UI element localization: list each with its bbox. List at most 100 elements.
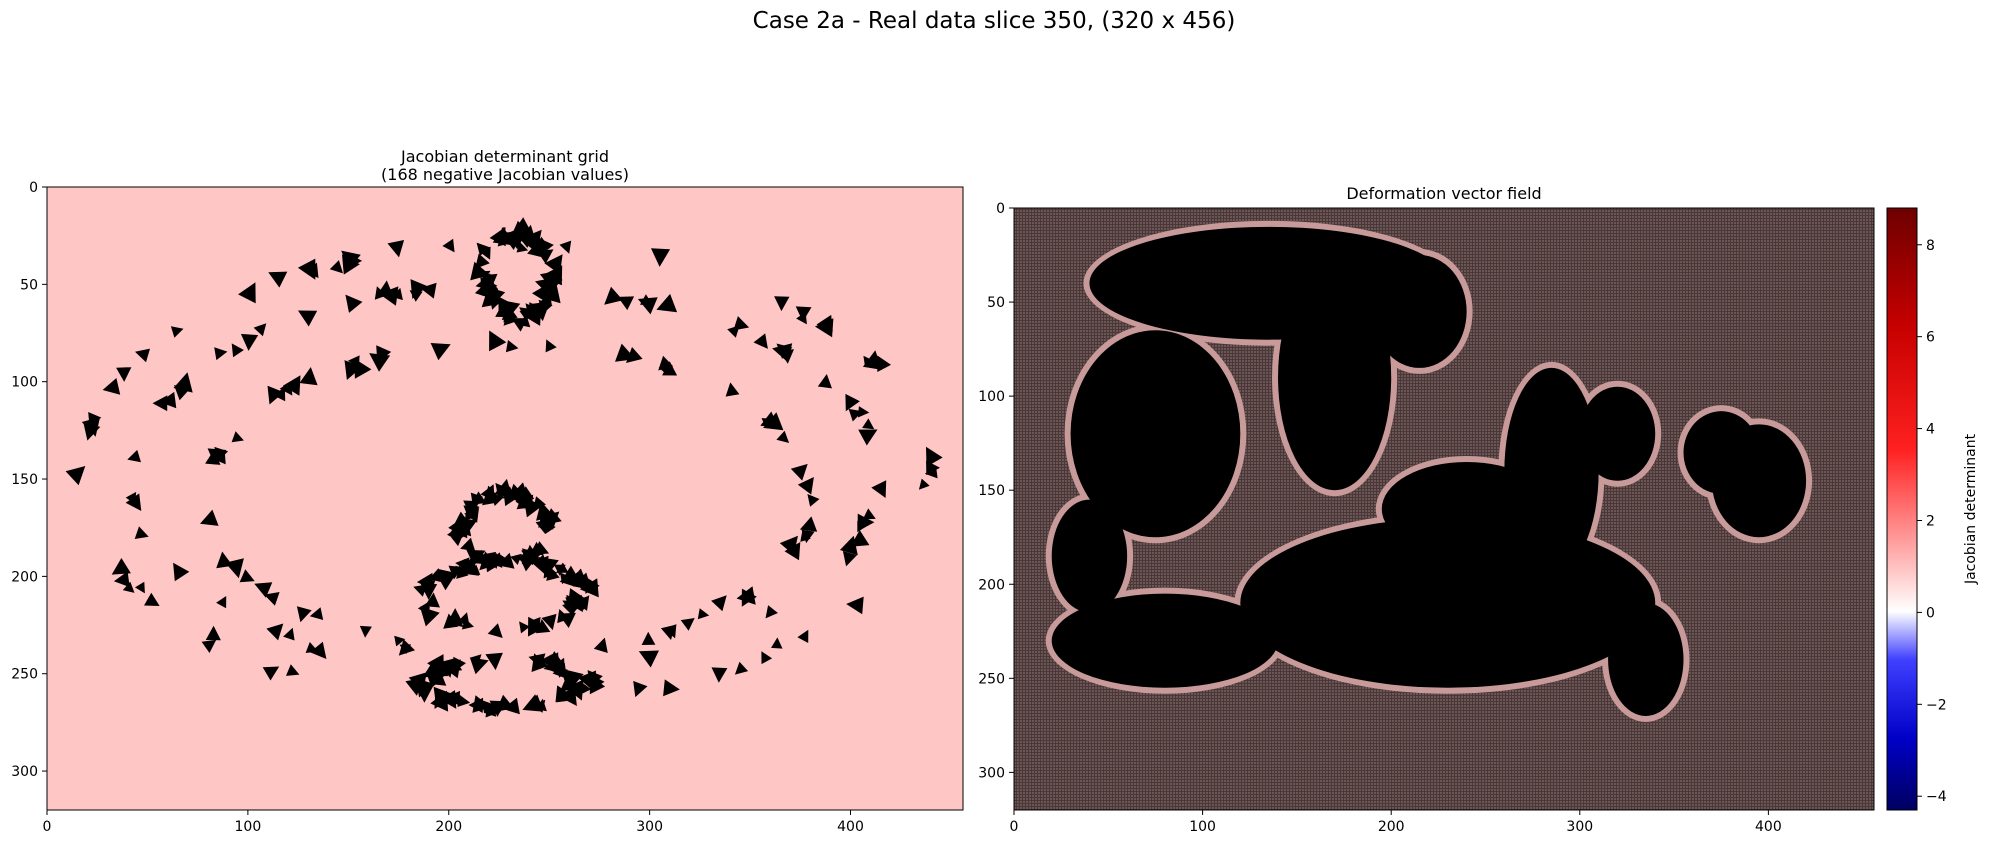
negative-jacobian-marker xyxy=(926,446,943,467)
negative-jacobian-marker xyxy=(579,681,592,695)
negative-jacobian-marker xyxy=(532,699,546,713)
negative-jacobian-marker xyxy=(430,343,451,361)
deformation-blob xyxy=(1051,499,1128,613)
negative-jacobian-marker xyxy=(774,296,790,312)
negative-jacobian-marker xyxy=(524,309,542,326)
negative-jacobian-marker xyxy=(487,623,503,638)
negative-jacobian-marker xyxy=(476,242,490,256)
jacobian-frame xyxy=(46,186,964,811)
negative-jacobian-marker xyxy=(725,382,740,397)
negative-jacobian-marker xyxy=(88,412,102,426)
negative-jacobian-marker xyxy=(733,316,750,331)
deformation-x-tick-label: 200 xyxy=(1378,819,1405,835)
negative-jacobian-marker xyxy=(305,262,319,278)
jacobian-y-tick-label: 150 xyxy=(11,472,38,488)
negative-jacobian-marker xyxy=(173,562,190,582)
negative-jacobian-marker xyxy=(65,466,86,486)
colorbar-tick-label: 6 xyxy=(1926,330,1935,346)
negative-jacobian-marker xyxy=(871,480,887,498)
negative-jacobian-marker xyxy=(533,496,546,510)
negative-jacobian-marker xyxy=(440,690,457,709)
deformation-y-ticks: 0 50 100 150 200 250 300 xyxy=(978,201,1014,781)
negative-jacobian-marker xyxy=(556,667,568,678)
negative-jacobian-marker xyxy=(846,596,864,615)
negative-jacobian-marker xyxy=(442,238,455,253)
negative-jacobian-marker xyxy=(267,385,284,405)
negative-jacobian-marker xyxy=(796,312,807,325)
deformation-x-tick-label: 300 xyxy=(1566,819,1593,835)
negative-jacobian-marker xyxy=(559,570,575,587)
negative-jacobian-marker xyxy=(593,637,608,653)
negative-jacobian-marker xyxy=(231,431,244,443)
jacobian-x-tick-label: 0 xyxy=(43,819,52,835)
negative-jacobian-marker xyxy=(286,664,300,676)
negative-jacobian-marker xyxy=(173,372,193,393)
negative-jacobian-marker xyxy=(663,679,680,697)
negative-jacobian-marker xyxy=(626,347,643,363)
negative-jacobian-marker xyxy=(201,639,217,653)
negative-jacobian-marker xyxy=(428,568,445,583)
negative-jacobian-marker xyxy=(817,374,832,389)
negative-jacobian-marker xyxy=(344,360,362,380)
negative-jacobian-marker xyxy=(848,408,863,422)
jacobian-x-tick-label: 100 xyxy=(235,819,262,835)
negative-jacobian-marker xyxy=(415,678,436,698)
negative-jacobian-marker xyxy=(484,705,497,717)
negative-jacobian-marker xyxy=(479,246,491,260)
negative-jacobian-marker xyxy=(264,592,280,606)
negative-jacobian-marker xyxy=(466,549,486,566)
negative-jacobian-marker xyxy=(159,391,177,409)
negative-jacobian-marker xyxy=(144,592,160,606)
negative-jacobian-marker xyxy=(135,348,150,363)
negative-jacobian-marker xyxy=(560,675,579,691)
negative-jacobian-marker xyxy=(152,395,168,412)
negative-jacobian-marker xyxy=(134,526,149,539)
negative-jacobian-marker xyxy=(394,635,406,647)
negative-jacobian-marker xyxy=(262,666,280,681)
negative-jacobian-marker xyxy=(451,535,463,547)
negative-jacobian-marker xyxy=(510,553,522,565)
negative-jacobian-marker xyxy=(485,286,506,307)
negative-jacobian-marker xyxy=(214,446,229,463)
negative-jacobian-marker xyxy=(494,478,513,498)
negative-jacobian-marker xyxy=(420,282,437,299)
negative-jacobian-marker xyxy=(545,339,557,353)
negative-jacobian-marker xyxy=(845,393,860,412)
deformation-y-tick-label: 250 xyxy=(978,671,1005,687)
negative-jacobian-marker xyxy=(858,429,878,446)
jacobian-y-tick-label: 250 xyxy=(11,667,38,683)
negative-jacobian-marker xyxy=(842,551,857,567)
deformation-x-ticks: 0 100 200 300 400 xyxy=(1010,810,1782,835)
negative-jacobian-marker xyxy=(345,294,363,313)
negative-jacobian-marker xyxy=(299,367,318,386)
jacobian-x-ticks: 0 100 200 300 400 xyxy=(43,810,864,835)
jacobian-x-tick-label: 200 xyxy=(435,819,462,835)
negative-jacobian-marker xyxy=(555,685,571,703)
negative-jacobian-marker xyxy=(862,418,875,430)
negative-jacobian-marker xyxy=(413,584,427,597)
negative-jacobian-marker xyxy=(531,653,549,672)
negative-jacobian-marker xyxy=(790,463,808,481)
negative-jacobian-marker xyxy=(309,607,324,620)
negative-jacobian-marker xyxy=(239,569,255,583)
negative-jacobian-marker xyxy=(521,544,542,565)
negative-jacobian-marker xyxy=(282,375,301,396)
deformation-title: Deformation vector field xyxy=(1346,184,1541,203)
negative-jacobian-marker xyxy=(662,361,678,376)
negative-jacobian-marker xyxy=(637,297,658,315)
negative-jacobian-marker xyxy=(509,236,525,250)
jacobian-y-tick-label: 100 xyxy=(11,375,38,391)
negative-jacobian-marker xyxy=(359,625,372,638)
colorbar-tick-label: 2 xyxy=(1926,513,1935,529)
negative-jacobian-marker xyxy=(225,558,244,579)
negative-jacobian-marker xyxy=(310,641,327,659)
negative-jacobian-marker xyxy=(604,286,623,305)
jacobian-y-tick-label: 0 xyxy=(29,180,38,196)
negative-jacobian-marker xyxy=(231,343,244,358)
negative-jacobian-marker xyxy=(776,343,793,359)
jacobian-marks xyxy=(65,217,943,718)
deformation-y-tick-label: 150 xyxy=(978,483,1005,499)
jacobian-axes: Jacobian determinant grid (168 negative … xyxy=(11,147,964,835)
deformation-blob xyxy=(1504,367,1599,575)
